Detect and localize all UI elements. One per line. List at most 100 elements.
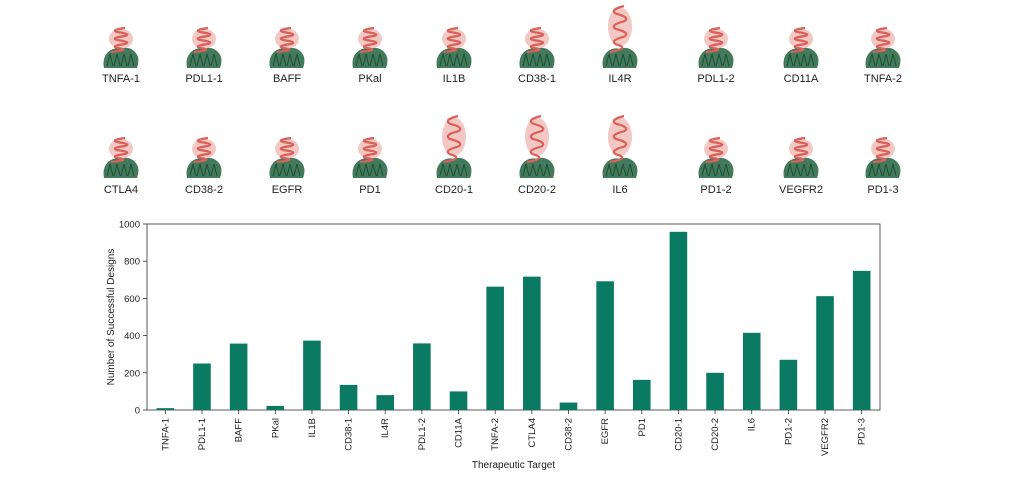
target-strand <box>543 163 551 177</box>
binder-blob <box>704 138 728 159</box>
binder-ribbon <box>110 26 129 54</box>
binder-structure <box>192 26 216 54</box>
target-strand <box>293 163 301 177</box>
target-strand <box>439 53 447 67</box>
target-strand <box>106 53 114 67</box>
target-structure <box>602 157 638 178</box>
target-strand <box>196 163 204 177</box>
binder-ribbon <box>526 114 545 164</box>
target-strand <box>362 163 370 177</box>
binder-structure <box>789 136 813 164</box>
target-strand <box>369 53 377 67</box>
binder-ribbon <box>443 26 462 54</box>
target-strand <box>453 163 461 177</box>
y-tick-label: 1000 <box>119 220 140 231</box>
binder-ribbon <box>193 136 212 164</box>
target-strand <box>196 53 204 67</box>
x-axis-label: Therapeutic Target <box>472 460 555 471</box>
structure-label: CD20-1 <box>435 184 473 196</box>
target-strand <box>286 163 294 177</box>
target-strand <box>708 163 716 177</box>
target-strand <box>460 53 468 67</box>
structure-label: PDL1-1 <box>185 73 222 85</box>
y-axis: 0 200 400 600 800 1000 <box>119 220 147 417</box>
target-strand <box>286 53 294 67</box>
bar-pd1-3 <box>852 270 871 410</box>
structure-panel: TNFA-1 PDL1-1 BAFF PKal IL1B CD38-1 IL4R PDL1-2… <box>102 4 902 196</box>
structure-label: VEGFR2 <box>779 184 823 196</box>
bar-vegfr2 <box>816 296 834 410</box>
binder-blob <box>275 138 299 159</box>
binder-ribbon <box>872 136 891 164</box>
binder-ribbon <box>705 136 724 164</box>
target-strand <box>120 163 128 177</box>
target-strand <box>807 163 815 177</box>
structure-label: CTLA4 <box>104 184 138 196</box>
y-tick-label: 400 <box>124 331 140 342</box>
bar-pd1-2 <box>779 359 798 410</box>
binder-ribbon <box>276 26 295 54</box>
binder-blob <box>275 28 299 49</box>
binder-ribbon <box>872 26 891 54</box>
target-strand <box>460 163 468 177</box>
target-strand <box>701 163 709 177</box>
structure-label: IL6 <box>612 184 627 196</box>
binder-ribbon <box>705 26 724 54</box>
target-strand <box>522 53 530 67</box>
structure-tnfa-2: TNFA-2 <box>864 26 902 85</box>
bar-cd38-2 <box>559 402 578 410</box>
bar-pd1 <box>632 379 651 410</box>
target-strand <box>605 53 613 67</box>
structure-label: PDL1-2 <box>697 73 734 85</box>
x-tick-label: CTLA4 <box>527 418 538 448</box>
target-strand <box>626 163 634 177</box>
binder-structure <box>442 114 466 164</box>
structure-cd20-1: CD20-1 <box>435 114 473 196</box>
binder-blob <box>789 138 813 159</box>
binder-ribbon <box>790 26 809 54</box>
target-strand <box>446 163 454 177</box>
structure-pdl1-2: PDL1-2 <box>697 26 735 85</box>
target-strand <box>619 53 627 67</box>
x-axis: TNFA-1 PDL1-1 BAFF PKal IL1B CD38-1 IL4R PDL1-2… <box>160 410 868 456</box>
bar-il4r <box>376 395 395 410</box>
x-tick-label: CD20-1 <box>673 418 684 451</box>
binder-structure <box>608 4 632 54</box>
binder-blob <box>871 28 895 49</box>
bar-chart: 0 200 400 600 800 1000 TNFA-1 PDL1-1 BAFF PKal IL… <box>106 220 881 471</box>
x-tick-label: TNFA-2 <box>490 418 501 451</box>
target-strand <box>279 53 287 67</box>
structure-pdl1-1: PDL1-1 <box>185 26 223 85</box>
structure-label: PD1-2 <box>700 184 731 196</box>
binder-blob <box>192 138 216 159</box>
structure-pd1-2: PD1-2 <box>698 136 734 196</box>
binder-blob <box>109 138 133 159</box>
target-strand <box>106 163 114 177</box>
binder-ribbon <box>609 114 628 164</box>
binder-blob <box>525 117 549 157</box>
target-strand <box>882 53 890 67</box>
binder-ribbon <box>359 136 378 164</box>
structure-egfr: EGFR <box>269 136 305 196</box>
binder-blob <box>358 28 382 49</box>
target-strand <box>362 53 370 67</box>
target-strand <box>127 53 135 67</box>
structure-label: IL4R <box>608 73 631 85</box>
target-strand <box>875 53 883 67</box>
x-tick-label: CD11A <box>454 417 465 448</box>
bar-egfr <box>596 281 614 410</box>
x-tick-label: BAFF <box>234 418 245 442</box>
target-strand <box>875 163 883 177</box>
y-tick-label: 800 <box>124 257 140 268</box>
target-strand <box>293 53 301 67</box>
bar-cd20-2 <box>706 372 724 410</box>
binder-ribbon <box>359 26 378 54</box>
target-strand <box>127 163 135 177</box>
structure-label: BAFF <box>273 73 301 85</box>
target-strand <box>355 53 363 67</box>
binder-blob <box>525 28 549 49</box>
target-strand <box>786 163 794 177</box>
bar-cd11a <box>449 391 468 410</box>
binder-ribbon <box>276 136 295 164</box>
